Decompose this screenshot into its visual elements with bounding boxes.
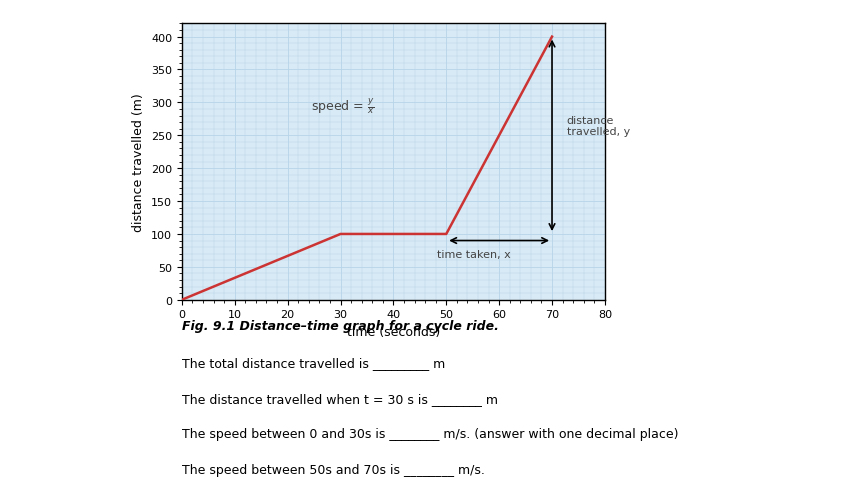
Text: distance
travelled, y: distance travelled, y (567, 116, 630, 137)
Text: The speed between 50s and 70s is ________ m/s.: The speed between 50s and 70s is _______… (182, 463, 485, 476)
Text: speed = $\frac{y}{x}$: speed = $\frac{y}{x}$ (310, 97, 375, 117)
X-axis label: time (seconds): time (seconds) (347, 325, 440, 338)
Text: The distance travelled when t = 30 s is ________ m: The distance travelled when t = 30 s is … (182, 392, 498, 405)
Text: time taken, x: time taken, x (437, 249, 511, 259)
Text: The speed between 0 and 30s is ________ m/s. (answer with one decimal place): The speed between 0 and 30s is ________ … (182, 427, 678, 441)
Text: Fig. 9.1 Distance–time graph for a cycle ride.: Fig. 9.1 Distance–time graph for a cycle… (182, 320, 499, 333)
Text: The total distance travelled is _________ m: The total distance travelled is ________… (182, 356, 445, 369)
Y-axis label: distance travelled (m): distance travelled (m) (133, 93, 146, 231)
